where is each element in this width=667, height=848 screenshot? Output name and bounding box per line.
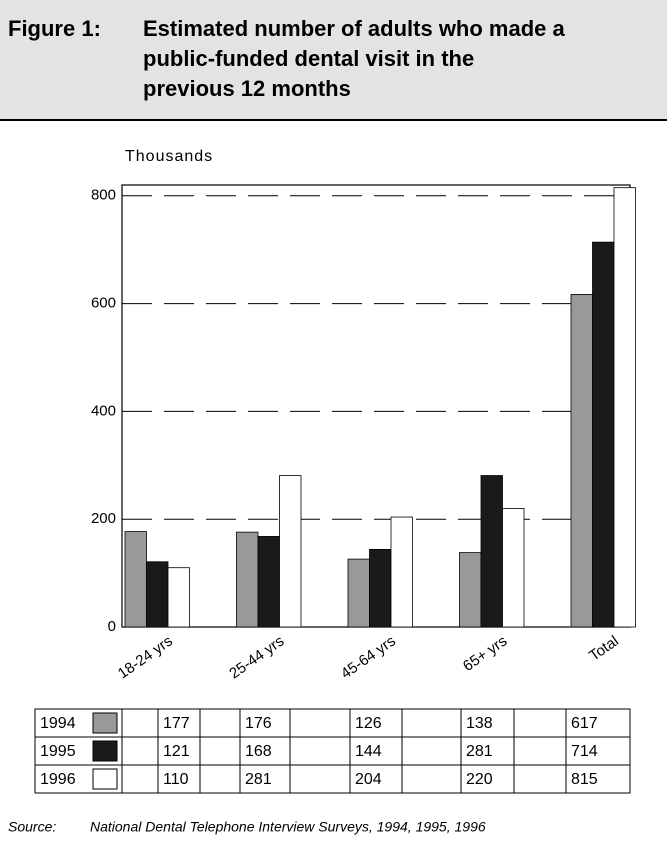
source-label: Source: [8, 819, 56, 835]
table-value: 176 [245, 715, 272, 732]
bar [369, 548, 392, 628]
legend-swatch [92, 712, 118, 734]
table-value: 121 [163, 743, 190, 760]
legend-label: 1994 [40, 715, 76, 732]
legend-label: 1995 [40, 743, 76, 760]
chart-title: public-funded dental visit in the [143, 46, 474, 71]
table-value: 220 [466, 771, 493, 788]
y-tick-label: 0 [108, 618, 116, 635]
y-tick-label: 200 [91, 510, 116, 527]
table-value: 617 [571, 715, 598, 732]
legend-swatch [92, 740, 118, 762]
table-value: 126 [355, 715, 382, 732]
y-tick-label: 400 [91, 402, 116, 419]
source: National Dental Telephone Interview Surv… [90, 819, 486, 835]
bar [124, 531, 147, 628]
legend-label: 1996 [40, 771, 76, 788]
y-tick-label: 600 [91, 295, 116, 312]
bar [279, 475, 302, 628]
x-tick-label: 18-24 yrs [115, 633, 176, 683]
x-tick-label: Total [586, 633, 622, 665]
x-tick-label: 45-64 yrs [338, 633, 399, 683]
bar [592, 241, 615, 628]
table-value: 204 [355, 771, 382, 788]
table-value: 110 [163, 771, 189, 788]
chart-title: previous 12 months [143, 76, 351, 101]
bar [347, 558, 370, 628]
bar [390, 516, 413, 628]
figure-label: Figure 1: [8, 16, 101, 41]
y-tick-label: 800 [91, 187, 116, 204]
x-tick-label: 25-44 yrs [226, 633, 287, 683]
table-value: 177 [163, 715, 190, 732]
table-value: 144 [355, 743, 382, 760]
bar [480, 475, 503, 628]
table-value: 714 [571, 743, 598, 760]
bar [613, 187, 636, 628]
table-value: 138 [466, 715, 493, 732]
table-frame [34, 708, 631, 794]
legend-swatch [92, 768, 118, 790]
table-value: 168 [245, 743, 272, 760]
bar [459, 552, 482, 628]
bar [146, 561, 169, 628]
chart-title: Estimated number of adults who made a [143, 16, 566, 41]
table-value: 815 [571, 771, 598, 788]
x-tick-label: 65+ yrs [460, 633, 510, 675]
y-axis-label: Thousands [125, 148, 213, 165]
bar [257, 536, 280, 628]
bar [570, 294, 593, 628]
header-background [0, 0, 667, 120]
bar [236, 531, 259, 628]
bar [502, 508, 525, 628]
table-value: 281 [466, 743, 493, 760]
bar [167, 567, 190, 628]
table-value: 281 [245, 771, 272, 788]
